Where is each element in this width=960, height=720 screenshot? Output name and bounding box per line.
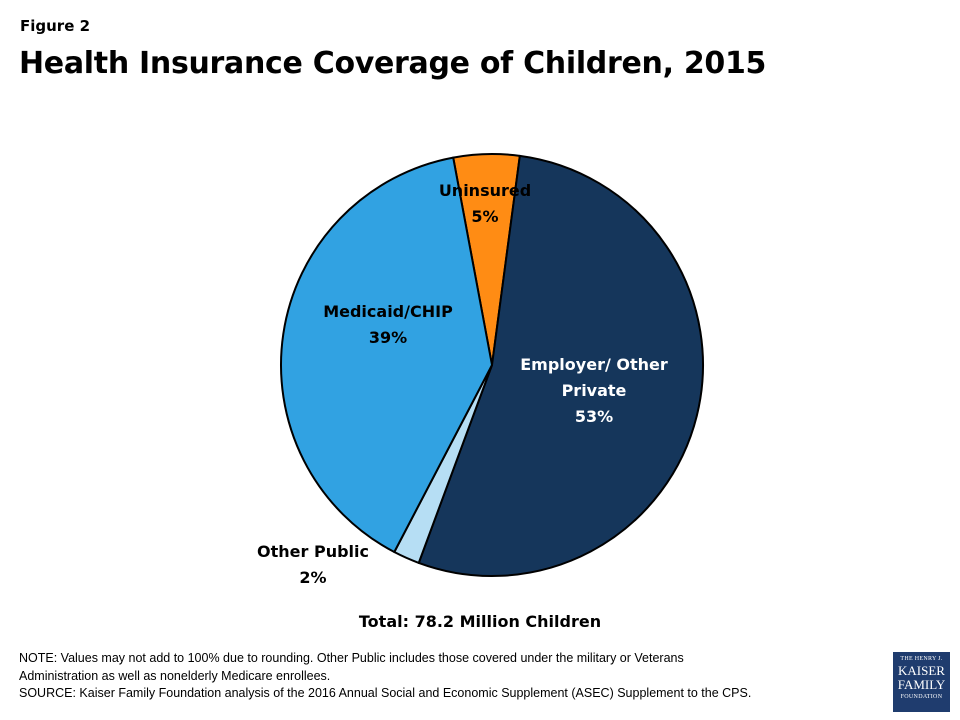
slice-name: Medicaid/CHIP — [323, 302, 453, 321]
note-line: NOTE: Values may not add to 100% due to … — [19, 651, 684, 665]
logo-text: FAMILY — [897, 677, 946, 692]
pie-slice-medicaid-chip — [280, 156, 493, 554]
slice-label-medicaid: Medicaid/CHIP 39% — [323, 299, 453, 351]
figure-label: Figure 2 — [20, 17, 91, 35]
slice-value: 53% — [574, 407, 614, 426]
slice-value: 5% — [471, 207, 499, 226]
slice-name: Uninsured — [438, 181, 532, 200]
logo-text: FOUNDATION — [900, 694, 943, 700]
logo-text: THE HENRY J. — [900, 656, 943, 662]
slice-name: Employer/ Other Private — [520, 355, 668, 400]
total-label: Total: 78.2 Million Children — [358, 612, 602, 631]
note-line: Administration as well as nonelderly Med… — [19, 668, 331, 683]
slice-value: 39% — [368, 328, 408, 347]
slice-label-employer: Employer/ Other Private 53% — [514, 352, 674, 430]
pie-slice-employer-other-private — [417, 154, 704, 577]
notes: NOTE: Values may not add to 100% due to … — [19, 650, 751, 703]
chart-title: Health Insurance Coverage of Children, 2… — [19, 46, 767, 81]
kff-logo: THE HENRY J. KAISER FAMILY FOUNDATION — [893, 652, 950, 712]
slice-value: 2% — [299, 568, 327, 587]
slice-label-other-public: Other Public 2% — [257, 539, 369, 591]
slice-name: Other Public — [257, 542, 369, 561]
slice-label-uninsured: Uninsured 5% — [439, 178, 531, 230]
source-line: SOURCE: Kaiser Family Foundation analysi… — [19, 686, 752, 700]
logo-text: KAISER — [898, 663, 945, 678]
